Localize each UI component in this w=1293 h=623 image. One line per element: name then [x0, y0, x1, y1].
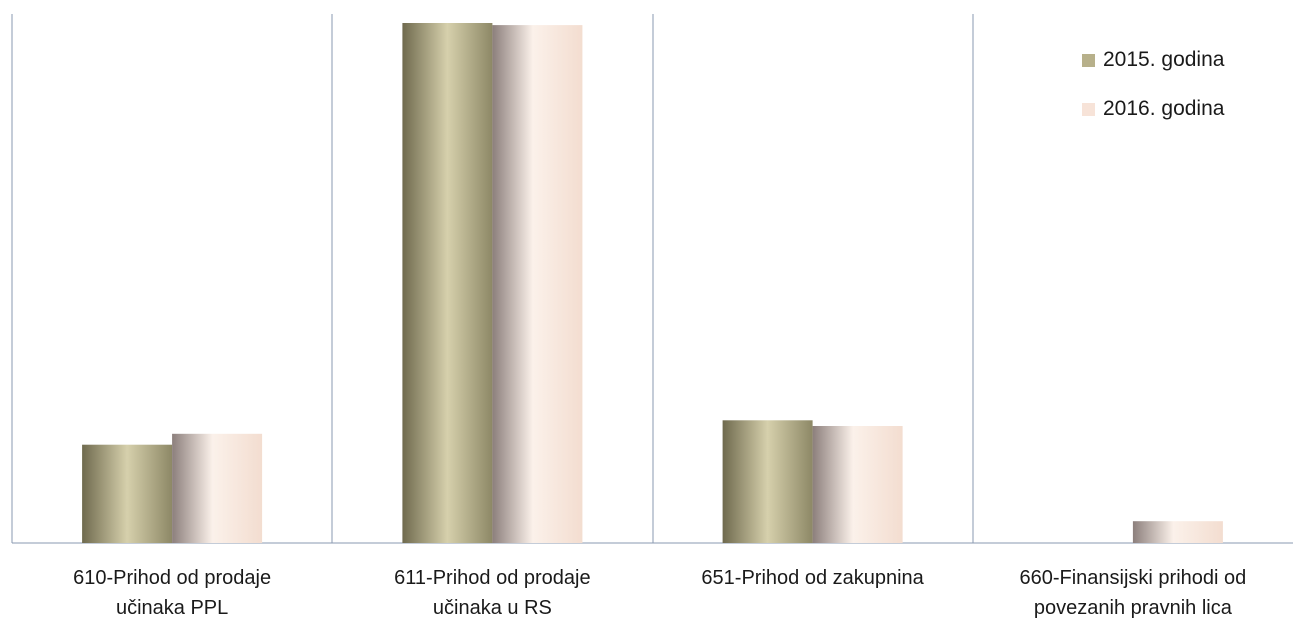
category-label: 611-Prihod od prodaje učinaka u RS — [394, 567, 591, 619]
bars-group — [82, 23, 1223, 544]
bar-2016-4 — [1132, 521, 1223, 543]
category-dividers — [11, 14, 974, 543]
bar-2016-3 — [812, 426, 903, 543]
legend-item-2015: 2015. godina — [1082, 45, 1224, 75]
category-label: 651-Prihod od zakupnina — [701, 567, 924, 589]
category-label: 610-Prihod od prodaje učinaka PPL — [73, 567, 272, 619]
category-label: 660-Finansijski prihodi od povezanih pra… — [1019, 567, 1247, 619]
legend-label-2015: 2015. godina — [1103, 48, 1225, 71]
legend-item-2016: 2016. godina — [1082, 94, 1224, 124]
legend: 2015. godina 2016. godina — [1082, 45, 1224, 143]
legend-swatch-2015 — [1082, 53, 1095, 67]
bar-2015-1 — [82, 444, 173, 543]
legend-swatch-2016 — [1082, 102, 1095, 116]
bar-2015-3 — [722, 420, 813, 543]
bar-2016-2 — [492, 25, 583, 544]
legend-label-2016: 2016. godina — [1103, 97, 1225, 120]
bar-2016-1 — [172, 433, 263, 543]
bar-2015-2 — [402, 23, 493, 543]
